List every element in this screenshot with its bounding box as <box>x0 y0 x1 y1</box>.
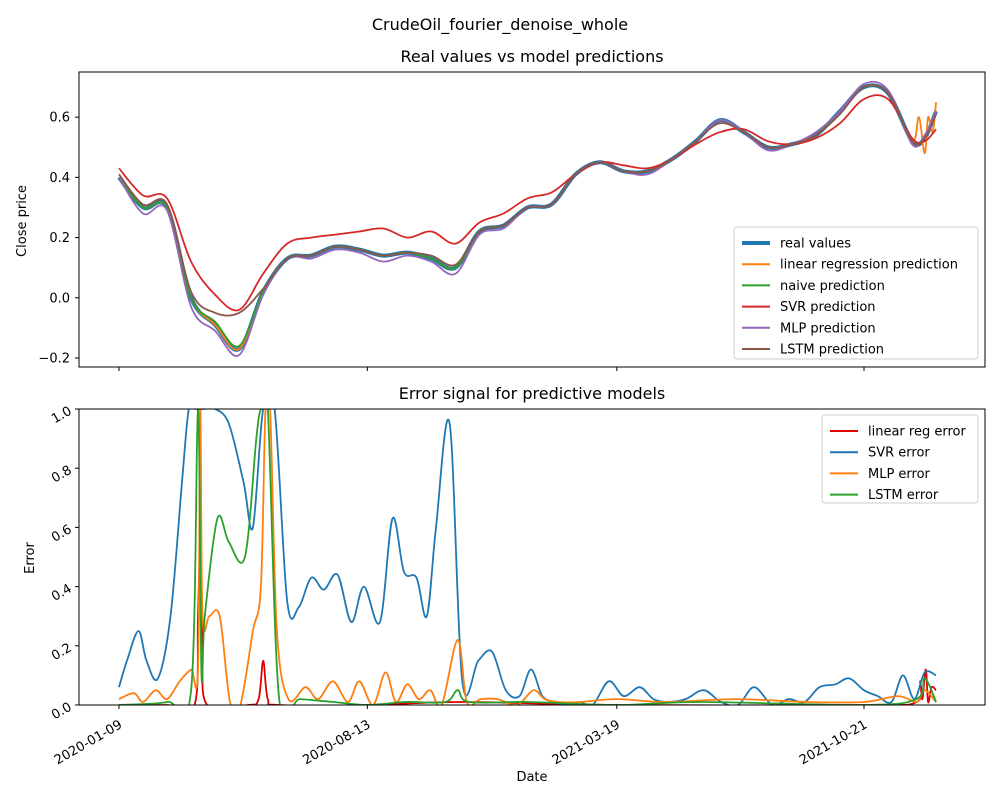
bottom-axes-xlabel: Date <box>516 770 547 785</box>
bottom-axes: Error signal for predictive models Error… <box>23 384 986 785</box>
bottom-series-lstm-error <box>118 409 937 705</box>
bottom-legend-frame <box>821 414 979 504</box>
top-axes-series-group <box>117 80 938 357</box>
top-legend-label-linear-regression-prediction: linear regression prediction <box>780 258 958 273</box>
top-legend-label-svr-prediction: SVR prediction <box>780 300 876 315</box>
bottom-axes-series-group <box>118 409 937 705</box>
top-ytick-label: −0.2 <box>38 351 70 366</box>
bottom-series-mlp-error <box>118 409 937 705</box>
top-ytick-label: 0.0 <box>49 291 70 306</box>
top-axes: Real values vs model predictions Close p… <box>15 47 986 371</box>
bottom-axes-frame <box>78 408 986 706</box>
bottom-legend-label-mlp-error: MLP error <box>868 467 931 482</box>
bottom-series-svr-error <box>118 409 937 705</box>
top-series-svr-prediction <box>118 94 937 312</box>
bottom-ytick-label: 0.8 <box>49 463 74 486</box>
top-legend: real values linear regression prediction n… <box>733 226 979 360</box>
top-axes-frame <box>78 71 986 368</box>
bottom-ytick-label: 0.6 <box>49 522 74 545</box>
bottom-axes-title: Error signal for predictive models <box>399 384 665 403</box>
bottom-xtick-label: 2021-10-21 <box>797 717 870 768</box>
bottom-xtick-label: 2021-03-19 <box>550 717 623 768</box>
top-axes-ylabel: Close price <box>15 185 30 257</box>
top-ytick-label: 0.2 <box>49 231 70 246</box>
top-legend-frame <box>733 226 979 360</box>
top-legend-label-mlp-prediction: MLP prediction <box>780 321 876 336</box>
bottom-xtick-label: 2020-08-13 <box>300 717 373 768</box>
bottom-legend-label-linear-reg-error: linear reg error <box>868 425 966 440</box>
top-ytick-label: 0.4 <box>49 171 70 186</box>
bottom-axes-xticks: 2020-01-09 2020-08-13 2021-03-19 2021-10-21 <box>52 705 870 768</box>
bottom-legend-label-svr-error: SVR error <box>868 446 930 461</box>
bottom-axes-ylabel: Error <box>23 542 38 574</box>
figure-suptitle: CrudeOil_fourier_denoise_whole <box>372 15 628 35</box>
bottom-series-linear-reg-error <box>119 550 937 705</box>
top-legend-label-lstm-prediction: LSTM prediction <box>780 343 884 358</box>
top-series-lstm-prediction <box>118 84 937 317</box>
top-axes-yticks: −0.2 0.0 0.2 0.4 0.6 <box>38 111 79 366</box>
top-axes-title: Real values vs model predictions <box>400 47 663 66</box>
bottom-ytick-label: 0.4 <box>49 581 74 604</box>
bottom-ytick-label: 1.0 <box>49 404 74 427</box>
bottom-axes-yticks: 0.0 0.2 0.4 0.6 0.8 1.0 <box>49 404 79 723</box>
top-legend-label-real-values: real values <box>780 237 851 252</box>
bottom-xtick-label: 2020-01-09 <box>52 717 125 768</box>
top-ytick-label: 0.6 <box>49 111 70 126</box>
bottom-ytick-label: 0.0 <box>49 700 74 723</box>
bottom-legend-label-lstm-error: LSTM error <box>868 488 939 503</box>
top-axes-xticks <box>118 367 865 371</box>
bottom-ytick-label: 0.2 <box>49 641 74 664</box>
top-legend-label-naive-prediction: naive prediction <box>780 279 885 294</box>
bottom-legend: linear reg error SVR error MLP error LSTM e… <box>821 414 979 504</box>
